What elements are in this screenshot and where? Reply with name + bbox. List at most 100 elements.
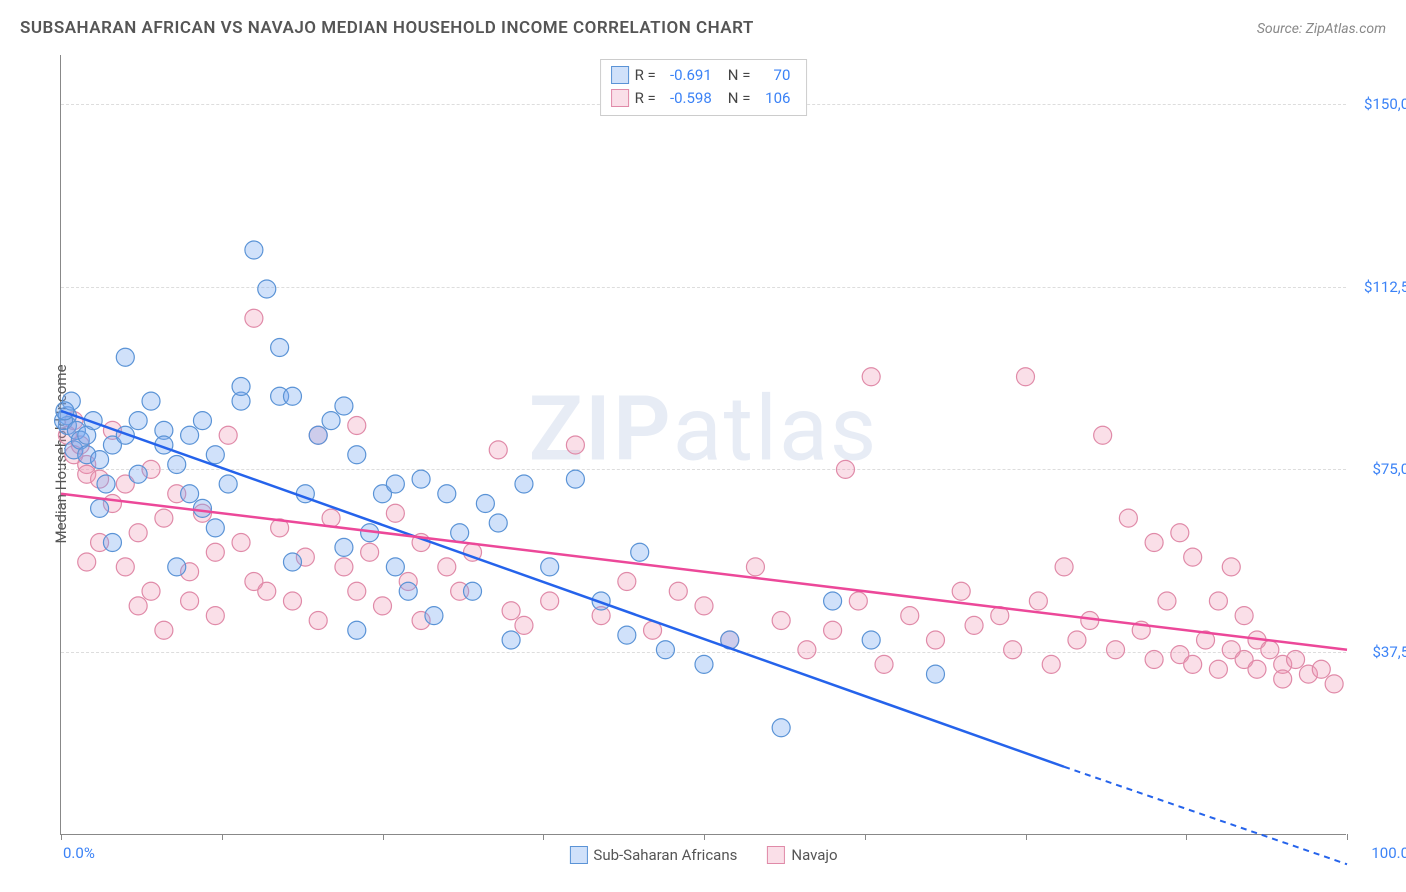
trendline-ssa (61, 411, 1064, 767)
data-point-ssa (206, 519, 224, 537)
data-point-navajo (374, 597, 392, 615)
data-point-navajo (1171, 524, 1189, 542)
data-point-navajo (1119, 509, 1137, 527)
data-point-ssa (335, 397, 353, 415)
data-point-ssa (438, 485, 456, 503)
data-point-ssa (348, 446, 366, 464)
data-point-navajo (438, 558, 456, 576)
data-point-navajo (1094, 426, 1112, 444)
legend-item-ssa: Sub-Saharan Africans (569, 846, 737, 864)
data-point-ssa (181, 426, 199, 444)
trendline-ssa-extrapolated (1064, 767, 1347, 865)
data-point-ssa (862, 631, 880, 649)
x-tick (222, 834, 223, 840)
data-point-ssa (168, 456, 186, 474)
data-point-navajo (155, 621, 173, 639)
x-tick (543, 834, 544, 840)
data-point-ssa (271, 339, 289, 357)
data-point-navajo (618, 573, 636, 591)
data-point-navajo (245, 309, 263, 327)
data-point-ssa (515, 475, 533, 493)
data-point-ssa (258, 280, 276, 298)
data-point-navajo (1209, 592, 1227, 610)
data-point-navajo (1068, 631, 1086, 649)
data-point-ssa (97, 475, 115, 493)
correlation-stats-box: R =-0.691N =70R =-0.598N =106 (600, 59, 808, 116)
data-point-ssa (91, 499, 109, 517)
stats-swatch-ssa (611, 66, 629, 84)
data-point-navajo (515, 616, 533, 634)
legend-label-ssa: Sub-Saharan Africans (593, 846, 737, 864)
data-point-ssa (695, 655, 713, 673)
data-point-navajo (206, 607, 224, 625)
data-point-ssa (566, 470, 584, 488)
data-point-ssa (322, 412, 340, 430)
chart-header: SUBSAHARAN AFRICAN VS NAVAJO MEDIAN HOUS… (20, 18, 1386, 38)
data-point-navajo (875, 655, 893, 673)
data-point-navajo (502, 602, 520, 620)
data-point-navajo (1055, 558, 1073, 576)
data-point-navajo (129, 597, 147, 615)
data-point-ssa (283, 553, 301, 571)
data-point-navajo (1184, 655, 1202, 673)
data-point-navajo (669, 582, 687, 600)
data-point-navajo (1017, 368, 1035, 386)
data-point-ssa (283, 387, 301, 405)
data-point-ssa (129, 412, 147, 430)
data-point-navajo (181, 592, 199, 610)
stats-row-ssa: R =-0.691N =70 (611, 64, 791, 87)
data-point-navajo (1145, 534, 1163, 552)
data-point-ssa (412, 470, 430, 488)
data-point-ssa (206, 446, 224, 464)
y-tick-label: $150,000 (1352, 95, 1406, 113)
data-point-navajo (1287, 651, 1305, 669)
data-point-ssa (193, 499, 211, 517)
data-point-ssa (116, 348, 134, 366)
data-point-navajo (1004, 641, 1022, 659)
data-point-navajo (1209, 660, 1227, 678)
data-point-navajo (1274, 670, 1292, 688)
data-point-navajo (1107, 641, 1125, 659)
chart-title: SUBSAHARAN AFRICAN VS NAVAJO MEDIAN HOUS… (20, 18, 754, 38)
data-point-navajo (322, 509, 340, 527)
data-point-navajo (772, 612, 790, 630)
data-point-ssa (56, 402, 74, 420)
data-point-navajo (862, 368, 880, 386)
data-point-ssa (245, 241, 263, 259)
data-point-ssa (451, 524, 469, 542)
data-point-navajo (926, 631, 944, 649)
data-point-navajo (1261, 641, 1279, 659)
data-point-navajo (1184, 548, 1202, 566)
data-point-ssa (656, 641, 674, 659)
data-point-navajo (116, 558, 134, 576)
data-point-navajo (78, 553, 96, 571)
x-tick (61, 834, 62, 840)
data-point-ssa (309, 426, 327, 444)
scatter-plot-svg (61, 55, 1346, 834)
data-point-navajo (1042, 655, 1060, 673)
x-axis-min-label: 0.0% (63, 844, 95, 862)
legend-item-navajo: Navajo (767, 846, 837, 864)
data-point-ssa (335, 538, 353, 556)
chart-plot-area: Median Household Income ZIPatlas $37,500… (60, 55, 1346, 835)
data-point-ssa (631, 543, 649, 561)
data-point-ssa (824, 592, 842, 610)
y-tick-label: $37,500 (1352, 643, 1406, 661)
legend-swatch-ssa (569, 846, 587, 864)
n-value-ssa: 70 (756, 64, 790, 87)
data-point-navajo (219, 426, 237, 444)
data-point-navajo (952, 582, 970, 600)
data-point-ssa (386, 558, 404, 576)
x-axis-max-label: 100.0% (1371, 844, 1406, 862)
n-label: N = (728, 64, 751, 87)
data-point-navajo (746, 558, 764, 576)
x-tick (1347, 834, 1348, 840)
data-point-navajo (142, 582, 160, 600)
data-point-ssa (129, 465, 147, 483)
data-point-navajo (1248, 660, 1266, 678)
data-point-ssa (399, 582, 417, 600)
x-tick (383, 834, 384, 840)
y-tick-label: $112,500 (1352, 278, 1406, 296)
source-prefix: Source: (1257, 21, 1306, 37)
data-point-ssa (926, 665, 944, 683)
